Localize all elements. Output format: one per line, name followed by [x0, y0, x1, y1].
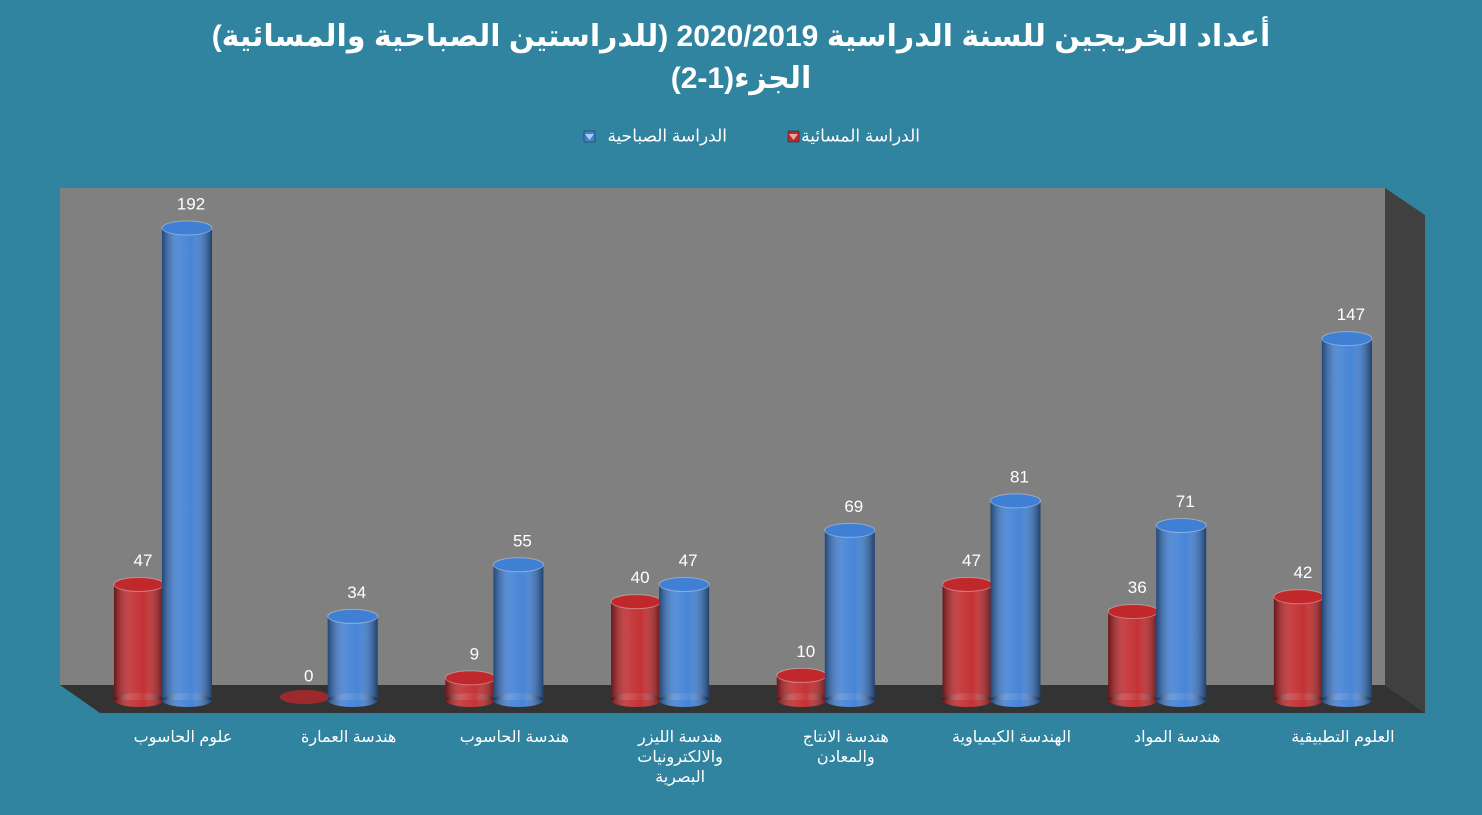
bar-cap [1273, 589, 1325, 605]
bar-shade [942, 584, 993, 700]
value-label: 34 [347, 583, 366, 602]
bar-cap [1321, 331, 1373, 347]
bar-cap [1155, 517, 1207, 533]
x-tick-label: الهندسة الكيمياوية [951, 729, 1072, 746]
bar-cap [658, 576, 710, 592]
bar-shade [659, 584, 710, 700]
bar-cap [492, 557, 544, 573]
legend-label: الدراسة المسائية [801, 126, 920, 145]
value-label: 71 [1176, 492, 1195, 511]
bar-shade [1273, 596, 1324, 700]
bar-shade [162, 228, 212, 700]
bar-shade [1321, 338, 1372, 700]
value-label: 42 [1293, 563, 1312, 582]
value-label: 36 [1128, 578, 1147, 597]
value-label: 47 [679, 551, 698, 570]
value-label: 81 [1010, 467, 1029, 486]
bar-shade [327, 616, 378, 700]
x-tick-label: هندسة المواد [1133, 729, 1221, 746]
bar-cap [1107, 604, 1159, 619]
value-label: 40 [631, 568, 650, 587]
bar-shade [1108, 611, 1159, 700]
x-tick-label: علوم الحاسوب [133, 729, 233, 746]
value-label: 192 [177, 194, 205, 213]
value-label: 55 [513, 531, 532, 550]
bar-shade [611, 601, 662, 700]
x-tick-label: هندسة العمارة [301, 729, 397, 746]
value-label: 47 [962, 551, 981, 570]
bar-cap [327, 608, 379, 624]
value-label: 69 [844, 497, 863, 516]
chart-title: الجزء(1-2) [671, 62, 812, 95]
bar-shade [824, 530, 875, 700]
x-tick-label: هندسة الحاسوب [459, 729, 570, 746]
value-label: 47 [134, 551, 153, 570]
x-tick-label: هندسة الانتاج والمعادن [802, 729, 889, 766]
bar-shade [990, 500, 1041, 700]
bar-cap [610, 594, 662, 610]
bar-cap [444, 670, 496, 686]
floor [60, 685, 1425, 713]
value-label: 10 [796, 642, 815, 661]
bar-cap [824, 522, 876, 538]
side-wall [1385, 188, 1425, 713]
legend-swatch-arrow [585, 134, 594, 140]
x-tick-label: هندسة الليزر والالكترونيات البصرية [637, 729, 723, 786]
back-wall [60, 188, 1385, 685]
value-label: 147 [1337, 305, 1365, 324]
value-label: 0 [304, 666, 313, 685]
chart-title: أعداد الخريجين للسنة الدراسية 2020/2019 … [212, 16, 1271, 54]
legend-swatch-arrow [789, 134, 798, 140]
bar-cap [942, 576, 993, 592]
bar-cap [776, 667, 828, 683]
bar-cap [990, 493, 1041, 509]
bar-shade [114, 584, 164, 700]
x-tick-label: العلوم التطبيقية [1291, 729, 1395, 746]
legend-label: الدراسة الصباحية [607, 126, 727, 145]
bar-shade [1156, 525, 1207, 700]
bar-cap [113, 576, 165, 592]
bar-shade [493, 564, 544, 700]
value-label: 9 [470, 644, 479, 663]
bar [279, 690, 330, 704]
bar-cap [161, 220, 213, 236]
